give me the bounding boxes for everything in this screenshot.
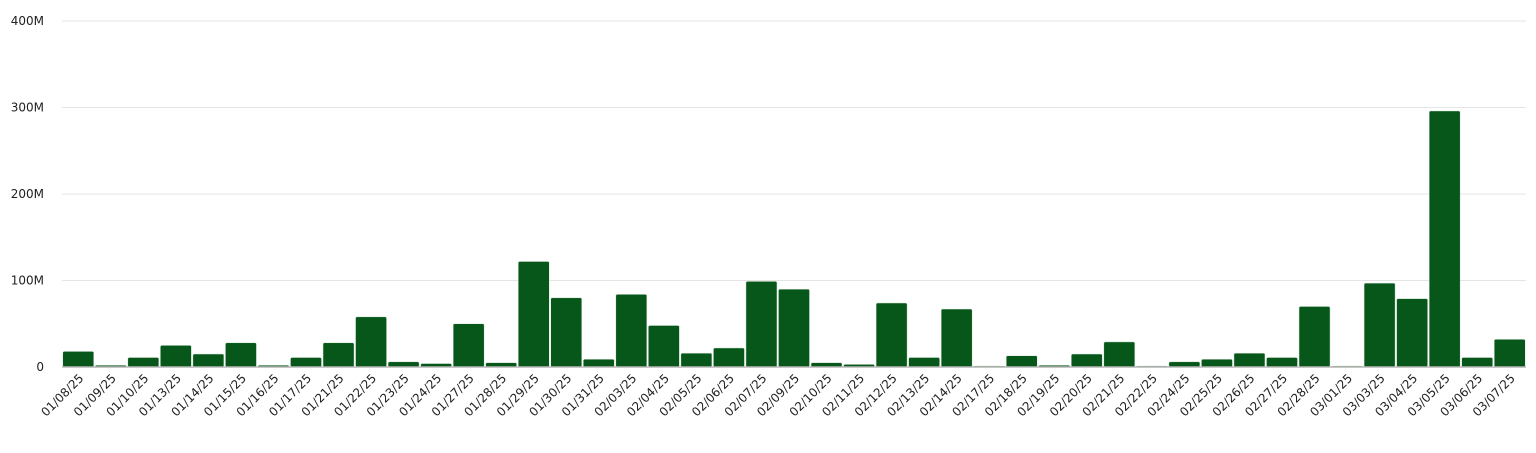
- y-tick-label: 0: [36, 360, 44, 374]
- bars: [62, 110, 1526, 368]
- bar-02-06-25[interactable]: [713, 347, 745, 368]
- bar-01-21-25[interactable]: [322, 342, 355, 368]
- bar-01-13-25[interactable]: [160, 345, 192, 368]
- bar-01-31-25[interactable]: [583, 358, 615, 368]
- bar-01-08-25[interactable]: [62, 351, 95, 368]
- gridlines: [62, 20, 1526, 281]
- y-axis-tick-labels: 0 100M 200M 300M 400M: [11, 14, 44, 374]
- bar-02-28-25[interactable]: [1298, 306, 1331, 368]
- y-tick-label: 100M: [11, 274, 44, 288]
- bar-02-25-25[interactable]: [1201, 358, 1233, 368]
- bar-02-13-25[interactable]: [908, 357, 940, 368]
- bar-02-05-25[interactable]: [680, 352, 713, 368]
- bar-01-14-25[interactable]: [192, 353, 225, 368]
- bar-01-27-25[interactable]: [452, 323, 485, 368]
- bar-02-20-25[interactable]: [1071, 353, 1103, 368]
- bar-02-03-25[interactable]: [615, 294, 648, 368]
- bar-02-07-25[interactable]: [745, 281, 778, 368]
- bar-02-24-25[interactable]: [1168, 361, 1201, 368]
- bar-01-29-25[interactable]: [517, 261, 550, 368]
- bar-02-26-25[interactable]: [1233, 352, 1266, 368]
- bar-02-18-25[interactable]: [1005, 355, 1038, 368]
- bar-03-04-25[interactable]: [1396, 298, 1428, 368]
- bar-01-17-25[interactable]: [290, 357, 322, 368]
- y-tick-label: 200M: [11, 187, 44, 201]
- bar-03-06-25[interactable]: [1461, 357, 1493, 368]
- bar-01-10-25[interactable]: [127, 357, 160, 368]
- bar-03-03-25[interactable]: [1363, 282, 1396, 368]
- bar-01-23-25[interactable]: [387, 361, 420, 368]
- bar-02-27-25[interactable]: [1266, 357, 1298, 368]
- bar-02-09-25[interactable]: [778, 288, 810, 368]
- y-tick-label: 300M: [11, 101, 44, 115]
- bar-02-12-25[interactable]: [875, 302, 908, 368]
- bar-02-21-25[interactable]: [1103, 341, 1136, 368]
- bar-01-30-25[interactable]: [550, 297, 583, 368]
- bar-01-22-25[interactable]: [355, 316, 387, 368]
- bar-03-05-25[interactable]: [1428, 110, 1461, 368]
- bar-01-15-25[interactable]: [225, 342, 257, 368]
- y-tick-label: 400M: [11, 14, 44, 28]
- x-axis-tick-labels: 01/08/2501/09/2501/10/2501/13/2501/14/25…: [38, 371, 1517, 419]
- bar-02-04-25[interactable]: [648, 325, 680, 368]
- bar-03-07-25[interactable]: [1493, 339, 1526, 368]
- bar-02-14-25[interactable]: [940, 308, 973, 368]
